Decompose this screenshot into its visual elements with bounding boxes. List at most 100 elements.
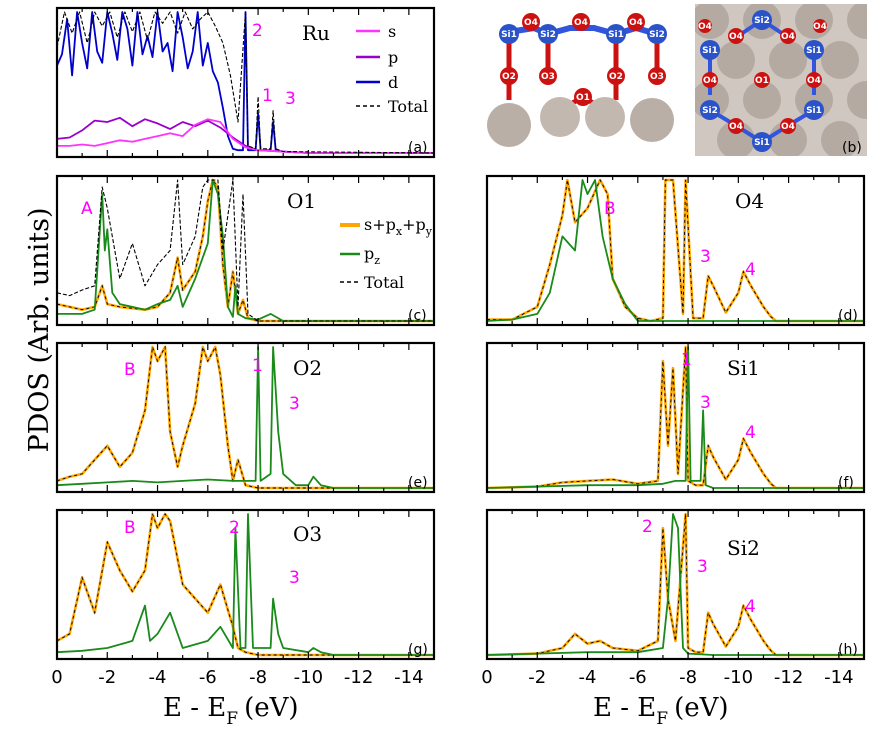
panel-f-ticks xyxy=(486,343,865,492)
panel-h-peak-2: 2 xyxy=(642,517,653,537)
panel-f-atom-label: Si1 xyxy=(727,356,760,380)
x-tick-label: -4 xyxy=(149,667,167,688)
side-label: O2 xyxy=(609,72,623,82)
panel-f-frame xyxy=(485,341,866,494)
panel-g-atom-label: O3 xyxy=(293,522,322,546)
panel-d: O4 (d) B 3 4 xyxy=(485,174,866,327)
legend-d-label: d xyxy=(388,73,398,92)
side-o-atom xyxy=(648,67,666,85)
panel-h-peak-3: 3 xyxy=(697,557,708,577)
structure-top-view: Si2 Si1 Si1 Si2 Si1 Si1 O4 O4 O4 O4 O1 O… xyxy=(695,4,867,156)
panel-a-tag: (a) xyxy=(408,140,428,156)
legend-p-label: p xyxy=(388,48,398,67)
side-ru-atom xyxy=(487,103,531,147)
side-label: O3 xyxy=(541,72,555,82)
panel-e-peak-B: B xyxy=(124,360,136,380)
x-axis-title-right: E - EF (eV) xyxy=(593,693,729,729)
panel-c-frame xyxy=(55,174,436,327)
panel-g-tag: (g) xyxy=(408,642,428,658)
top-label: O4 xyxy=(703,76,717,86)
top-label: O4 xyxy=(729,122,743,132)
series-s-px-py-line xyxy=(56,345,434,490)
panel-c-tag: (c) xyxy=(408,308,427,324)
series-p-line xyxy=(56,116,434,154)
panel-h-frame xyxy=(485,508,866,661)
top-label: Si1 xyxy=(806,106,822,116)
panel-e-peak-1: 1 xyxy=(252,356,263,376)
x-tick-label: -10 xyxy=(294,667,323,688)
panel-f-tag: (f) xyxy=(838,475,854,491)
top-label: Si2 xyxy=(754,16,770,26)
top-si-atoms xyxy=(700,10,824,152)
side-label: O1 xyxy=(576,93,590,103)
panel-d-tag: (d) xyxy=(838,308,858,324)
x-tick-label: -8 xyxy=(249,667,267,688)
panel-e-frame xyxy=(55,341,436,494)
side-label: O4 xyxy=(524,18,538,28)
legend-total-label: Total xyxy=(388,97,428,116)
x-tick-label: -6 xyxy=(199,667,217,688)
x-tick-label: -2 xyxy=(98,667,116,688)
series-total-overlay-line xyxy=(487,178,864,322)
side-ru-atom xyxy=(585,97,625,137)
side-label: O3 xyxy=(650,72,664,82)
series-total-overlay-line xyxy=(56,345,434,489)
top-label: O4 xyxy=(729,32,743,42)
structure-side-view: Si1 Si2 Si1 Si2 O4 O4 O4 O2 O3 O2 O3 O1 xyxy=(487,6,675,147)
side-label: O4 xyxy=(629,18,643,28)
side-o-atom xyxy=(500,67,518,85)
side-ru-atom xyxy=(630,98,674,142)
panel-b-tag: (b) xyxy=(842,140,862,156)
x-tick-label: 0 xyxy=(51,667,62,688)
top-label: O4 xyxy=(813,22,827,32)
panel-e: O2 (e) B 1 3 xyxy=(55,341,436,494)
legend-spxpy-label: s+px+py xyxy=(364,215,433,238)
panel-h-plot xyxy=(486,512,864,657)
x-tick-label: -12 xyxy=(774,667,803,688)
panel-d-peak-3: 3 xyxy=(700,247,711,267)
panel-e-tag: (e) xyxy=(408,475,428,491)
side-si-atom xyxy=(606,24,626,44)
top-label: O4 xyxy=(781,122,795,132)
panel-h: Si2 (h) 2 3 4 xyxy=(485,508,866,661)
panel-a-peak-3: 3 xyxy=(285,89,296,109)
side-si-atom xyxy=(647,24,667,44)
panel-f-plot xyxy=(486,345,864,490)
side-o-atom xyxy=(539,67,557,85)
panel-h-ticks xyxy=(486,510,865,659)
panel-h-tag: (h) xyxy=(838,642,858,658)
series-pz-line xyxy=(486,179,864,322)
panel-c-ticks xyxy=(56,176,435,325)
panel-e-atom-label: O2 xyxy=(293,356,322,380)
panel-c-peak-A: A xyxy=(81,199,93,219)
x-tick-label: -14 xyxy=(394,667,423,688)
side-o-atom xyxy=(522,13,540,31)
side-o-atom xyxy=(627,13,645,31)
side-label: Si1 xyxy=(608,30,624,40)
panel-a: Ru (a) 2 1 3 s p d Total xyxy=(55,6,436,159)
panel-d-atom-label: O4 xyxy=(735,189,764,213)
series-d-line xyxy=(56,11,434,154)
x-tick-label: 0 xyxy=(481,667,492,688)
panel-g-frame xyxy=(55,508,436,661)
series-total-overlay-line xyxy=(56,513,434,656)
side-ru-atom xyxy=(540,97,580,137)
series-pz-line xyxy=(486,346,864,489)
series-s-px-py-line xyxy=(486,512,864,657)
series-Total-line xyxy=(56,179,434,322)
panel-d-peak-B: B xyxy=(604,199,616,219)
panel-a-ticks xyxy=(56,8,435,157)
top-label: O4 xyxy=(698,22,712,32)
panel-g-peak-3: 3 xyxy=(289,568,300,588)
side-si-atom xyxy=(538,24,558,44)
side-label: O4 xyxy=(574,18,588,28)
top-label: O1 xyxy=(755,76,769,86)
x-tick-label: -4 xyxy=(579,667,597,688)
series-total-overlay-line xyxy=(486,513,864,656)
panel-h-peak-4: 4 xyxy=(745,597,756,617)
legend-pz-label: pz xyxy=(364,244,380,267)
panel-c-plot xyxy=(56,178,434,323)
panel-a-frame xyxy=(55,6,436,159)
panel-h-atom-label: Si2 xyxy=(727,536,760,560)
